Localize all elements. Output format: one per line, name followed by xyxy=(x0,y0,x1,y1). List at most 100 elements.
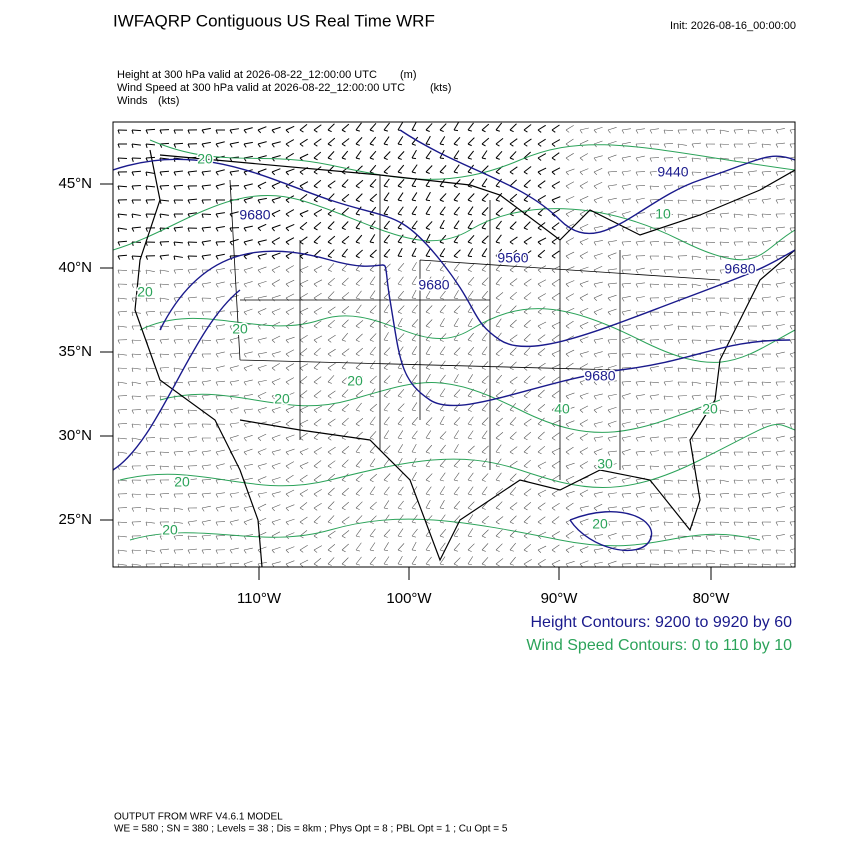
wind-barb xyxy=(299,521,304,525)
wind-barb xyxy=(775,199,779,204)
wind-barb xyxy=(719,227,722,232)
wind-barb xyxy=(215,281,225,285)
wind-barb xyxy=(341,332,349,341)
wind-barb xyxy=(733,325,743,328)
wind-barb xyxy=(425,276,432,285)
wind-barb xyxy=(145,297,148,302)
wind-barb xyxy=(775,129,779,134)
wind-barb xyxy=(145,227,148,232)
wind-barb xyxy=(677,311,680,316)
wind-barb xyxy=(271,406,281,411)
wind-barb xyxy=(663,479,666,484)
wind-barb xyxy=(187,521,191,526)
wind-barb xyxy=(481,123,490,131)
wind-barb xyxy=(537,395,542,399)
wind-barb xyxy=(747,395,757,398)
wind-barb xyxy=(509,227,514,231)
wind-barb xyxy=(145,464,155,467)
wind-barb xyxy=(523,459,531,467)
wind-barb xyxy=(173,367,176,372)
wind-barb xyxy=(271,561,281,565)
wind-barb xyxy=(215,268,225,271)
wind-barb xyxy=(607,297,611,302)
wind-barb xyxy=(285,139,295,145)
wind-barb xyxy=(383,171,388,175)
wind-barb xyxy=(677,213,687,216)
wind-barb xyxy=(607,154,617,159)
wind-barb xyxy=(705,507,708,512)
wind-barb xyxy=(411,227,416,230)
wind-barb xyxy=(523,193,531,201)
wind-barb xyxy=(229,437,233,442)
wind-barb xyxy=(131,129,142,132)
wind-barb xyxy=(439,563,444,566)
wind-barb xyxy=(635,437,639,442)
wind-barb xyxy=(565,545,575,551)
wind-barb xyxy=(299,507,304,511)
wind-barb xyxy=(271,518,281,523)
wind-barb xyxy=(257,465,261,470)
wind-barb xyxy=(523,179,531,187)
wind-barb xyxy=(411,304,418,313)
wind-barb xyxy=(439,431,447,439)
wind-barb xyxy=(537,437,542,441)
wind-barb xyxy=(537,311,542,315)
wind-barb xyxy=(481,269,486,272)
wind-barb xyxy=(761,450,771,453)
wind-barb xyxy=(649,157,652,162)
wind-barb xyxy=(355,333,363,341)
wind-barb xyxy=(173,339,183,341)
wind-barb xyxy=(187,395,190,400)
wind-barb xyxy=(705,465,708,470)
wind-barb xyxy=(173,535,177,540)
wind-barb xyxy=(131,479,134,484)
wind-barb xyxy=(397,500,404,509)
wind-barb xyxy=(663,395,673,398)
wind-barb xyxy=(369,305,377,313)
wind-barb xyxy=(677,227,687,230)
wind-barb xyxy=(397,535,402,538)
wind-barb xyxy=(369,381,374,385)
wind-barb xyxy=(495,516,504,523)
wind-barb xyxy=(663,437,666,442)
wind-barb xyxy=(425,521,430,524)
wind-barb xyxy=(453,136,461,145)
wind-barb xyxy=(341,403,350,411)
wind-barb xyxy=(355,255,360,259)
wind-barb xyxy=(341,269,346,272)
wind-barb xyxy=(747,479,750,484)
wind-barb xyxy=(173,310,183,313)
wind-barb xyxy=(719,479,722,484)
wind-barb xyxy=(593,521,597,526)
wind-barb xyxy=(215,212,225,215)
wind-barb xyxy=(481,409,486,412)
wind-barb xyxy=(257,199,261,204)
wind-barb xyxy=(117,283,120,288)
wind-barb xyxy=(215,365,225,369)
wind-barb xyxy=(747,381,750,386)
wind-barb xyxy=(383,143,389,146)
wind-barb xyxy=(327,535,332,539)
wind-barb xyxy=(663,367,667,372)
wind-barb xyxy=(397,234,404,243)
wind-barb xyxy=(775,520,785,523)
wind-barb xyxy=(579,336,589,341)
wind-barb xyxy=(579,560,589,565)
wind-barb xyxy=(453,143,458,146)
wind-barb xyxy=(397,563,403,565)
wind-barb xyxy=(201,170,211,173)
wind-barb xyxy=(439,472,446,481)
wind-barb xyxy=(551,143,556,147)
wind-barb xyxy=(467,479,472,482)
wind-barb xyxy=(593,366,603,369)
wind-barb xyxy=(327,311,332,315)
wind-barb xyxy=(299,474,308,481)
wind-barb xyxy=(663,311,666,316)
wind-barb xyxy=(523,185,528,189)
wind-barb xyxy=(565,392,575,397)
wind-barb xyxy=(341,487,349,495)
wind-barb xyxy=(719,423,729,426)
wind-barb xyxy=(691,493,694,498)
wind-barb xyxy=(229,547,239,551)
lon-label: 90°W xyxy=(541,590,579,607)
